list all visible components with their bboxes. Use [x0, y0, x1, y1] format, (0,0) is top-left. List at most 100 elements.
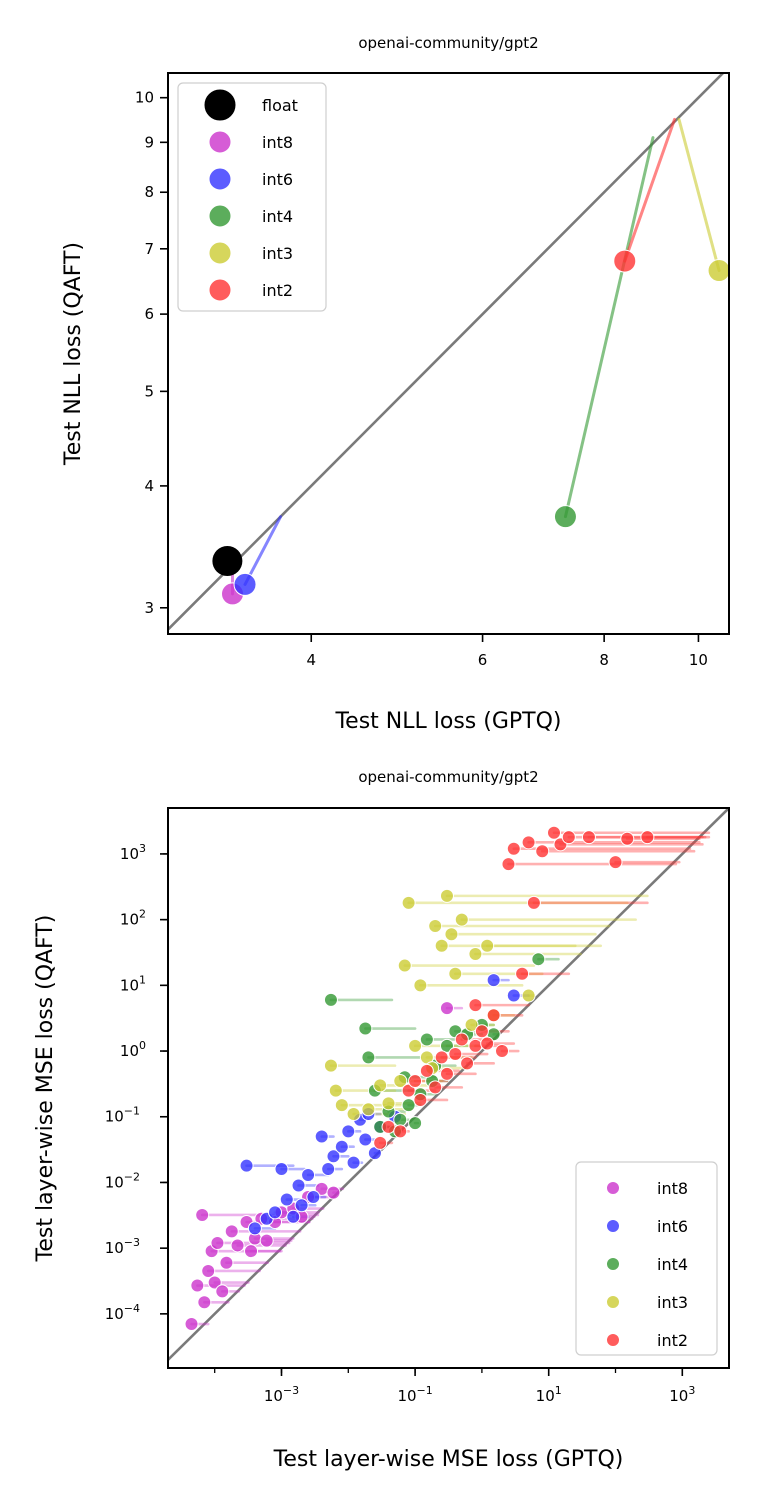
plot-frame [167, 807, 730, 1369]
point-int2 [613, 249, 637, 273]
point-int4 [553, 505, 577, 529]
legend-marker-int4 [606, 1257, 620, 1271]
x-tick-label: 8 [599, 651, 609, 669]
legend-marker-int8 [606, 1181, 620, 1195]
plot-area [168, 73, 729, 632]
y-tick-label: 10−1 [105, 1105, 140, 1126]
y-tick-label: 102 [120, 908, 146, 929]
connector-int2 [623, 117, 677, 263]
point-int8 [207, 1275, 222, 1290]
point-int2 [428, 1080, 443, 1095]
point-int6 [279, 1192, 294, 1207]
point-int3 [328, 1083, 343, 1098]
y-axis-label: Test layer-wise MSE loss (QAFT) [33, 915, 58, 1263]
point-int2 [413, 1092, 428, 1107]
y-tick-label: 10 [135, 89, 154, 107]
legend-label-int6: int6 [262, 170, 293, 189]
point-int2 [408, 1073, 423, 1088]
point-int2 [535, 844, 550, 859]
point-int6 [486, 973, 501, 988]
legend-marker-int6 [606, 1219, 620, 1233]
point-int3 [439, 888, 454, 903]
point-int2 [460, 1056, 475, 1071]
point-int2 [474, 1024, 489, 1039]
point-int6 [506, 988, 521, 1003]
y-tick-label: 100 [120, 1039, 146, 1060]
point-int3 [468, 946, 483, 961]
chart-panel-2: 10−3 10−1 101 103 10−4 10−3 10−2 10−1 100 101 102 1… [33, 768, 730, 1472]
point-int2 [401, 1083, 416, 1098]
point-int4 [393, 1112, 408, 1127]
legend-marker-int3 [606, 1295, 620, 1309]
point-int2 [546, 825, 561, 840]
point-int3 [397, 958, 412, 973]
point-int2 [439, 1066, 454, 1081]
x-axis-label: Test layer-wise MSE loss (GPTQ) [273, 1447, 624, 1472]
point-int6 [274, 1162, 289, 1177]
point-int3 [381, 1096, 396, 1111]
point-int4 [408, 1116, 423, 1131]
point-int6 [346, 1155, 361, 1170]
point-int8 [244, 1244, 259, 1259]
x-tick-label: 10 [689, 651, 708, 669]
point-int2 [480, 1036, 495, 1051]
point-int6 [291, 1178, 306, 1193]
point-int2 [620, 831, 635, 846]
legend-label-int3: int3 [262, 244, 293, 263]
y-axis-label: Test NLL loss (QAFT) [61, 242, 86, 466]
legend: int8 int6 int4 int3 int2 [575, 1161, 718, 1356]
point-int6 [321, 1162, 336, 1177]
legend-label-int6: int6 [657, 1217, 688, 1236]
point-int2 [561, 830, 576, 845]
y-tick-label: 8 [144, 183, 154, 201]
point-int8 [326, 1185, 341, 1200]
point-int6 [334, 1139, 349, 1154]
point-int2 [393, 1124, 408, 1139]
legend-marker-int4 [208, 204, 232, 228]
point-int6 [286, 1209, 301, 1224]
y-tick-label: 10−2 [105, 1170, 140, 1191]
point-int3 [434, 938, 449, 953]
point-int2 [640, 830, 655, 845]
point-int4 [358, 1021, 373, 1036]
point-int3 [707, 259, 729, 283]
plot-frame [167, 72, 730, 635]
point-int2 [454, 1032, 469, 1047]
point-int2 [419, 1063, 434, 1078]
point-int6 [239, 1158, 254, 1173]
legend-marker-float [203, 88, 237, 122]
point-int6 [326, 1149, 341, 1164]
point-int3 [361, 1102, 376, 1117]
point-int8 [224, 1224, 239, 1239]
legend-marker-int2 [208, 278, 232, 302]
point-int6 [301, 1167, 316, 1182]
point-int2 [521, 835, 536, 850]
point-int6 [306, 1190, 321, 1205]
point-int3 [346, 1107, 361, 1122]
connector-int4 [563, 136, 655, 519]
point-int3 [428, 918, 443, 933]
point-int3 [334, 1098, 349, 1113]
point-int2 [506, 841, 521, 856]
x-tick-label: 10−1 [397, 1384, 432, 1405]
point-int3 [521, 988, 536, 1003]
point-int3 [401, 895, 416, 910]
x-tick-label: 101 [536, 1384, 562, 1405]
point-int3 [448, 966, 463, 981]
point-int3 [480, 938, 495, 953]
point-int2 [381, 1119, 396, 1134]
x-axis-label: Test NLL loss (GPTQ) [334, 709, 561, 734]
point-int2 [501, 857, 516, 872]
point-int4 [531, 952, 546, 967]
point-int2 [495, 1044, 510, 1059]
point-int8 [184, 1317, 199, 1332]
point-int2 [434, 1050, 449, 1065]
legend-label-int4: int4 [262, 207, 293, 226]
point-int3 [454, 912, 469, 927]
legend-label-int4: int4 [657, 1255, 688, 1274]
point-int2 [448, 1047, 463, 1062]
point-int6 [341, 1124, 356, 1139]
x-tick-label: 10−3 [264, 1384, 299, 1405]
x-tick-label: 6 [478, 651, 488, 669]
